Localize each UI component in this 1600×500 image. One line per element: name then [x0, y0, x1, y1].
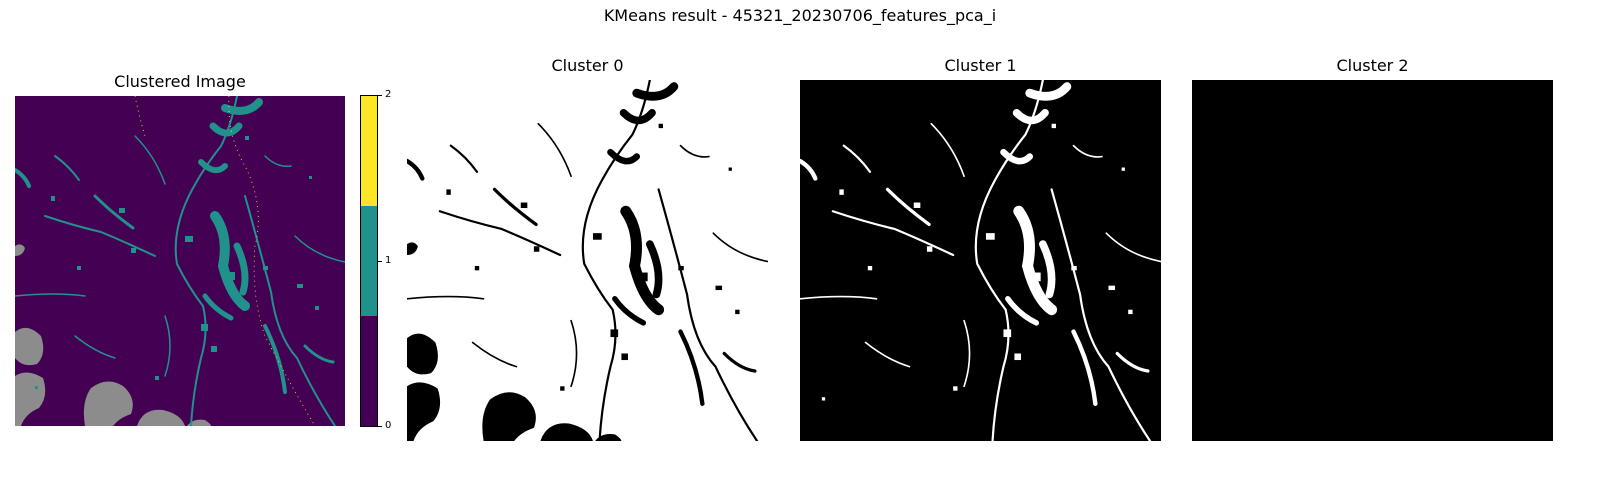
colorbar-tick-0: [378, 426, 382, 427]
clustered-cluster1-pattern: [15, 96, 345, 426]
cluster-0-excluded-pattern: [407, 80, 768, 441]
cluster-0-background: [407, 80, 768, 441]
colorbar-segment-2: [361, 96, 377, 207]
panel-title-cluster-2: Cluster 2: [1336, 56, 1409, 75]
cluster-1-mask: [800, 80, 1161, 441]
colorbar-tick-label-1: 1: [385, 255, 392, 266]
colorbar-segment-1: [361, 206, 377, 316]
cluster-2-mask: [1192, 80, 1553, 441]
colorbar-tick-label-0: 0: [385, 420, 392, 431]
colorbar: [360, 95, 378, 427]
cluster-1-background: [800, 80, 1161, 441]
panel-title-cluster-1: Cluster 1: [944, 56, 1017, 75]
cluster-1-member-pattern: [800, 80, 1161, 441]
cluster-0-mask: [407, 80, 768, 441]
colorbar-tick-label-2: 2: [385, 89, 392, 100]
cluster-1-member-patches: [821, 123, 1133, 401]
clustered-image: [15, 96, 345, 426]
clustered-cluster1-patches: [35, 136, 319, 389]
colorbar-segment-0: [361, 316, 377, 426]
cluster-0-excluded-regions: [407, 123, 740, 441]
colorbar-tick-1: [378, 261, 382, 262]
clustered-nodata-regions: [15, 244, 211, 426]
colorbar-tick-2: [378, 95, 382, 96]
clustered-background: [15, 96, 345, 426]
figure-title: KMeans result - 45321_20230706_features_…: [603, 6, 997, 25]
clustered-cluster2-specks: [134, 96, 316, 426]
panel-title-cluster-0: Cluster 0: [551, 56, 624, 75]
panel-title-clustered: Clustered Image: [114, 72, 246, 91]
